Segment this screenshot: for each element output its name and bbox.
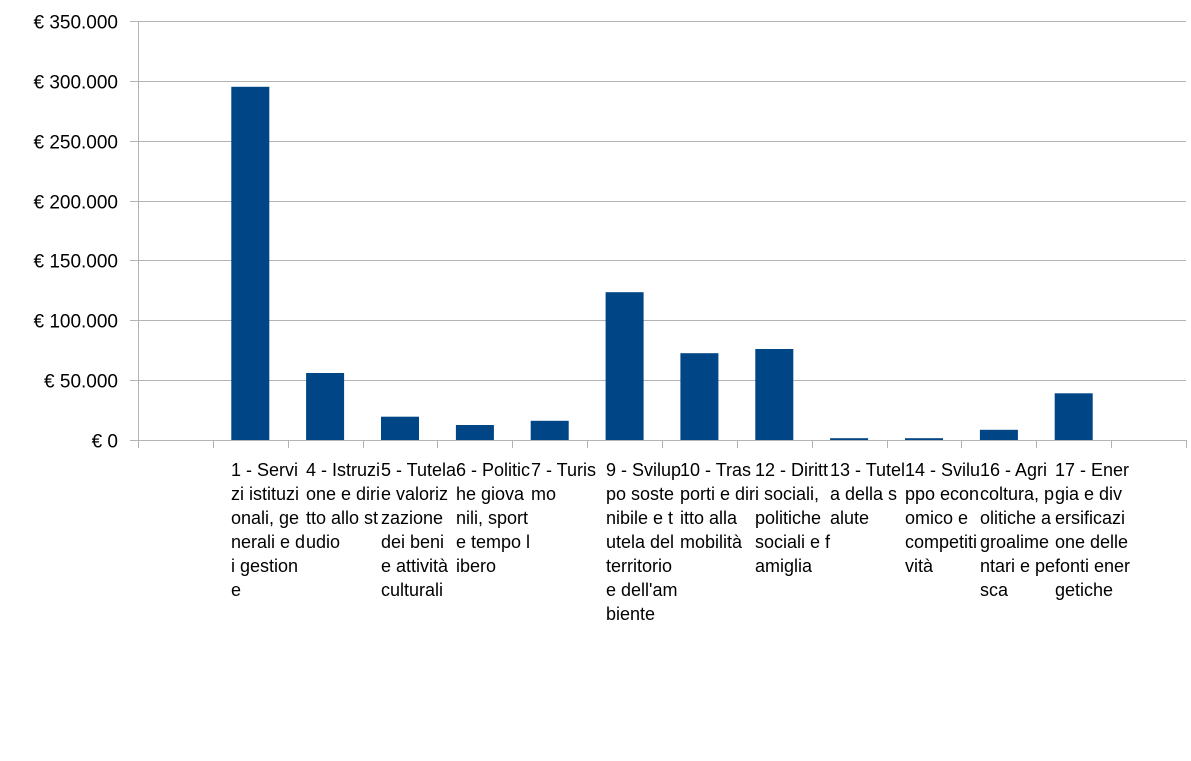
y-tick-label: € 300.000 (33, 73, 118, 94)
y-tick-label: € 350.000 (33, 13, 118, 34)
bar (381, 416, 419, 440)
y-tick-label: € 0 (92, 432, 118, 453)
x-tick-label: 16 - Agricoltura, politiche agroalimenta… (980, 460, 1056, 600)
bar (306, 373, 345, 440)
x-tick-label: 1 - Servizi istituzionali, generali e di… (231, 460, 306, 600)
x-tick-label: 13 - Tutela della salute (830, 460, 906, 528)
y-tick-label: € 150.000 (33, 252, 118, 273)
x-tick-label: 5 - Tutela e valorizzazione dei beni e a… (381, 460, 457, 600)
x-tick-label: 14 - Sviluppo economico e competitività (905, 460, 981, 576)
y-tick-label: € 50.000 (44, 372, 118, 393)
x-tick-label: 12 - Diritti sociali, politiche sociali … (755, 460, 831, 576)
y-tick-label: € 250.000 (33, 133, 118, 154)
bars (231, 86, 1093, 441)
y-tick-label: € 100.000 (33, 312, 118, 333)
bar (1054, 393, 1093, 440)
axes (138, 21, 1187, 448)
bar (455, 425, 494, 440)
x-tick-label: 9 - Sviluppo sostenibile e tutela del te… (606, 460, 682, 624)
bar (530, 420, 569, 440)
bar (905, 438, 943, 440)
y-tick-labels: € 0 € 50.000 € 100.000 € 150.000 € 200.000 € … (33, 13, 118, 453)
x-tick-label: 17 - Energia e diversificazione delle fo… (1055, 460, 1131, 600)
bar (755, 349, 794, 440)
bar (830, 438, 869, 440)
y-tick-label: € 200.000 (33, 193, 118, 214)
x-tick-label: 4 - Istruzione e diritto allo studio (306, 460, 381, 552)
x-tick-label: 6 - Politiche giovanili, sport e tempo l… (456, 460, 531, 576)
x-tick-label: 7 - Turismo (531, 460, 597, 504)
x-tick-label: 10 - Trasporti e diritto alla mobilità (680, 460, 756, 552)
bar (605, 292, 644, 440)
gridlines (130, 21, 1186, 441)
bar (231, 86, 270, 441)
bar (979, 429, 1018, 440)
bar (680, 353, 719, 440)
